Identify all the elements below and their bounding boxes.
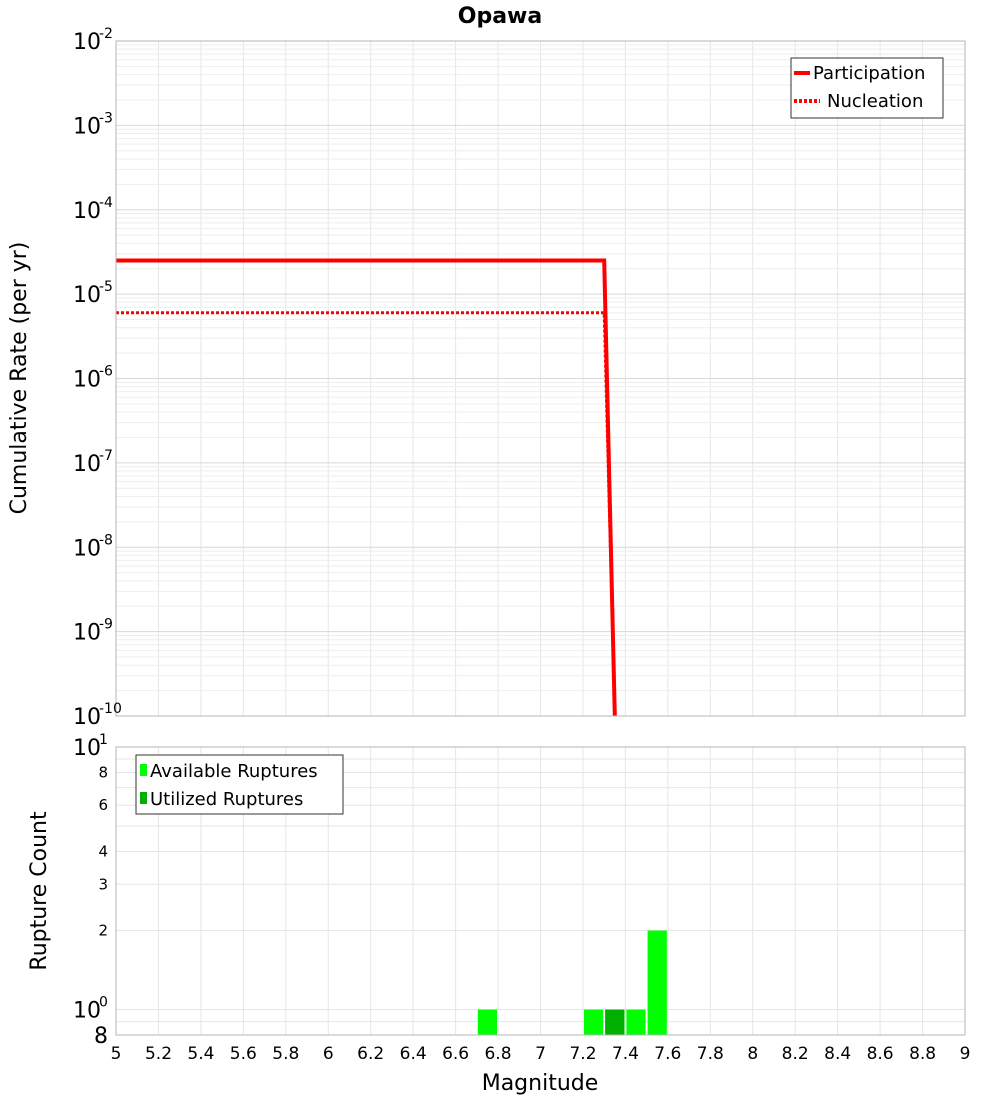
- magnitude-x-tick-label: 5.4: [187, 1044, 214, 1064]
- magnitude-x-tick-label: 5.8: [272, 1044, 299, 1064]
- available-rupture-bar: [647, 930, 667, 1035]
- utilized-ruptures-legend-label: Utilized Ruptures: [150, 789, 303, 810]
- rate-y-tick-label: 10-5: [73, 279, 113, 308]
- count-y-tick-label: 100: [73, 995, 108, 1024]
- available-ruptures-legend-label: Available Ruptures: [150, 761, 318, 782]
- rate-y-tick-base: 10: [73, 114, 101, 139]
- rate-y-tick-base: 10: [73, 452, 101, 477]
- count-y-tick-base: 10: [73, 736, 101, 761]
- rate-y-tick-base: 10: [73, 368, 101, 393]
- rate-plot-grid: [115, 41, 966, 717]
- magnitude-x-tick-label: 7.6: [654, 1044, 681, 1064]
- rate-plot-series: [116, 258, 617, 717]
- count-y-tick-exponent: 0: [99, 995, 108, 1011]
- count-y-tick-label: 3: [98, 875, 108, 893]
- rate-y-tick-exponent: -2: [99, 26, 113, 42]
- rate-y-tick-base: 10: [73, 621, 101, 646]
- magnitude-x-tick-label: 5: [111, 1044, 122, 1064]
- rupture-count-plot-frame: [115, 746, 966, 1036]
- magnitude-x-tick-label: 7.4: [612, 1044, 639, 1064]
- count-y-tick-exponent: 1: [99, 732, 108, 748]
- rate-y-tick-label: 10-3: [73, 110, 113, 139]
- rate-y-tick-exponent: -6: [99, 364, 113, 380]
- magnitude-x-axis-label: Magnitude: [482, 1071, 599, 1096]
- available-rupture-bar: [626, 1009, 646, 1035]
- rate-y-tick-exponent: -10: [99, 701, 122, 717]
- utilized-ruptures-legend-swatch: [140, 792, 147, 804]
- magnitude-x-tick-label: 8: [747, 1044, 758, 1064]
- magnitude-x-tick-label: 8.2: [782, 1044, 809, 1064]
- rate-y-tick-label: 10-6: [73, 364, 113, 393]
- rate-y-tick-exponent: -9: [99, 617, 113, 633]
- rate-y-tick-label: 10-10: [73, 701, 122, 730]
- rate-y-tick-exponent: -3: [99, 110, 113, 126]
- count-y-tick-label: 8: [98, 763, 108, 781]
- rupture-count-legend: Available Ruptures Utilized Ruptures: [135, 754, 344, 815]
- magnitude-x-tick-label: 6.8: [484, 1044, 511, 1064]
- count-y-tick-base: 10: [73, 999, 101, 1024]
- available-rupture-bar: [584, 1009, 604, 1035]
- magnitude-x-tick-label: 7.8: [697, 1044, 724, 1064]
- rate-y-tick-base: 10: [73, 536, 101, 561]
- available-rupture-bar: [477, 1009, 497, 1035]
- rate-y-tick-base: 10: [73, 30, 101, 55]
- rate-plot-legend: Participation Nucleation: [790, 57, 944, 119]
- rate-plot-frame: [115, 40, 966, 717]
- nucleation-legend-label: Nucleation: [827, 91, 923, 112]
- utilized-rupture-bar: [605, 1009, 625, 1035]
- magnitude-x-tick-label: 6.4: [400, 1044, 427, 1064]
- rate-y-tick-label: 10-8: [73, 532, 113, 561]
- rate-y-tick-exponent: -5: [99, 279, 113, 295]
- magnitude-x-tick-label: 5.2: [145, 1044, 172, 1064]
- rate-y-tick-exponent: -8: [99, 532, 113, 548]
- magnitude-x-tick-label: 8.8: [909, 1044, 936, 1064]
- rate-plot-legend-box: [790, 57, 944, 119]
- magnitude-x-tick-label: 7.2: [569, 1044, 596, 1064]
- rupture-count-legend-box: [135, 754, 344, 815]
- rupture-count-y-axis-label: Rupture Count: [27, 811, 52, 971]
- count-y-tick-label: 8: [94, 1024, 108, 1049]
- count-y-tick-label: 6: [98, 796, 108, 814]
- rate-y-tick-base: 10: [73, 705, 101, 730]
- rate-y-tick-label: 10-9: [73, 617, 113, 646]
- magnitude-x-tick-label: 6.2: [357, 1044, 384, 1064]
- magnitude-x-tick-label: 8.6: [867, 1044, 894, 1064]
- magnitude-x-tick-label: 7: [535, 1044, 546, 1064]
- rate-y-tick-label: 10-7: [73, 448, 113, 477]
- count-y-tick-label: 101: [73, 732, 108, 761]
- rupture-count-bars: [477, 930, 667, 1035]
- participation-line: [116, 258, 617, 717]
- rate-y-tick-base: 10: [73, 283, 101, 308]
- rate-plot-y-axis-label: Cumulative Rate (per yr): [7, 242, 32, 515]
- magnitude-x-tick-label: 5.6: [230, 1044, 257, 1064]
- magnitude-x-tick-label: 9: [960, 1044, 971, 1064]
- chart-title: Opawa: [458, 4, 542, 29]
- magnitude-x-ticks: 5 5.2 5.4 5.6 5.8 6 6.2 6.4 6.6 6.8 7 7.2 7.4 7.6 7.8 8…: [111, 1044, 971, 1064]
- rate-y-tick-exponent: -4: [99, 195, 113, 211]
- available-ruptures-legend-swatch: [140, 764, 147, 776]
- count-y-tick-label: 4: [98, 842, 108, 860]
- magnitude-x-tick-label: 6: [323, 1044, 334, 1064]
- rate-y-tick-exponent: -7: [99, 448, 113, 464]
- rate-y-tick-base: 10: [73, 199, 101, 224]
- rate-y-tick-label: 10-4: [73, 195, 113, 224]
- magnitude-x-tick-label: 6.6: [442, 1044, 469, 1064]
- nucleation-line: [116, 311, 617, 717]
- count-y-tick-label: 2: [98, 922, 108, 940]
- rate-y-tick-label: 10-2: [73, 26, 113, 55]
- participation-legend-label: Participation: [813, 63, 925, 84]
- magnitude-x-tick-label: 8.4: [824, 1044, 851, 1064]
